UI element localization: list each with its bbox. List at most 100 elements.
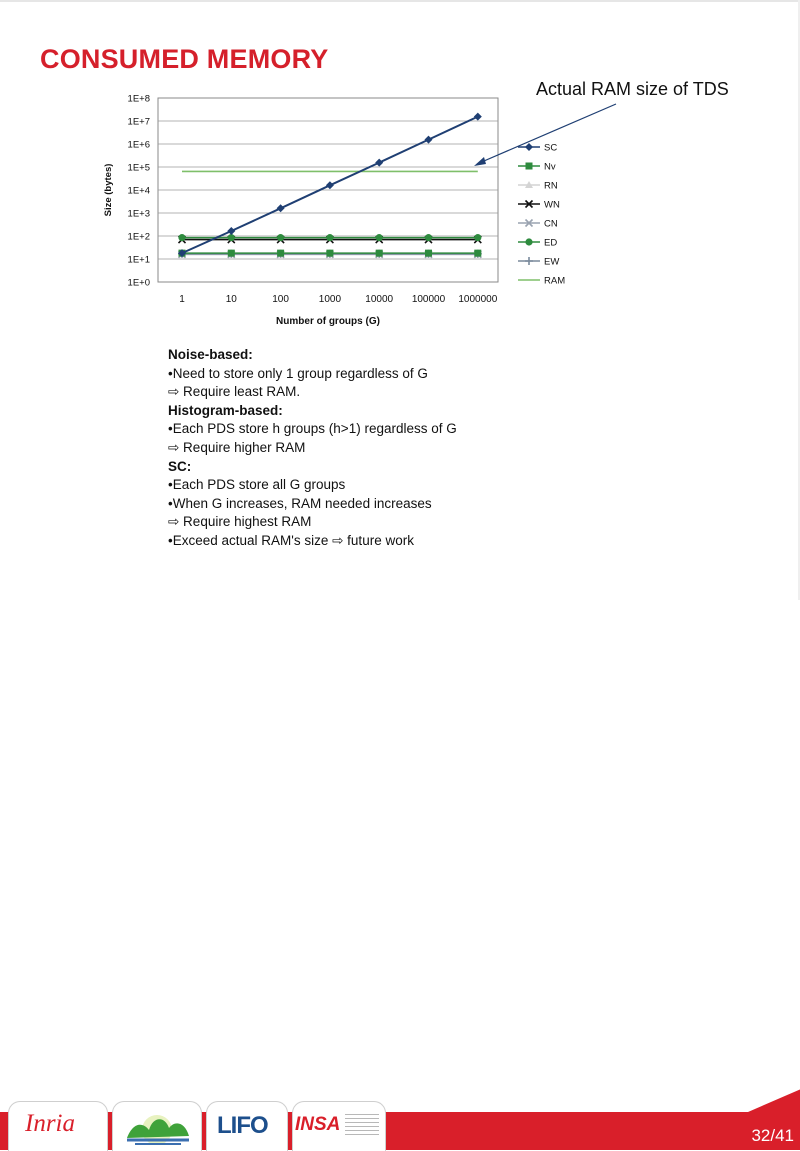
right-rule xyxy=(798,0,800,600)
y-tick-label: 1E+3 xyxy=(128,209,150,220)
series-sc-point-shape xyxy=(325,181,334,190)
notes-line: •Each PDS store h groups (h>1) regardles… xyxy=(168,421,457,437)
notes-line: •Exceed actual RAM's size ⇨ future work xyxy=(168,532,414,548)
series-ed-point xyxy=(375,234,383,242)
series-nv-point xyxy=(326,249,334,257)
series-sc-point-shape xyxy=(276,204,285,213)
legend-ew-label: EW xyxy=(544,257,559,268)
legend-wn-marker-shape xyxy=(524,199,534,209)
x-tick-label: 10000 xyxy=(365,294,393,305)
series-nv-point-shape xyxy=(474,249,482,257)
legend-nv-label: Nv xyxy=(544,162,556,173)
legend-cn-marker xyxy=(524,218,534,228)
legend-cn-label: CN xyxy=(544,219,558,230)
landscape-logo xyxy=(127,1115,189,1145)
legend-ed-marker xyxy=(525,238,533,246)
y-tick-label: 1E+6 xyxy=(128,140,150,151)
series-nv-point xyxy=(375,249,383,257)
series-sc-point-shape xyxy=(178,249,186,258)
notes-heading: SC: xyxy=(168,458,192,474)
x-tick-label: 100000 xyxy=(412,294,446,305)
notes-line: ⇨ Require higher RAM xyxy=(168,439,306,455)
notes-block: Noise-based: •Need to store only 1 group … xyxy=(168,346,548,551)
x-tick-label: 1000000 xyxy=(458,294,497,305)
annotation-arrow xyxy=(476,103,617,165)
series-sc-point xyxy=(473,112,482,121)
annotation-arrowhead xyxy=(474,157,486,166)
lifo-logo-card: LIFO xyxy=(206,1101,288,1151)
series-ed-point xyxy=(227,234,235,242)
legend-sc-label: SC xyxy=(544,143,557,154)
corner-wedge xyxy=(748,1089,800,1126)
series-sc-point-shape xyxy=(424,135,433,144)
series-ed-point-shape xyxy=(277,234,285,242)
series-ed-point xyxy=(474,234,482,242)
y-tick-label: 1E+8 xyxy=(128,94,150,105)
series-sc-point xyxy=(276,204,285,213)
series-nv-point xyxy=(277,249,285,257)
slide-title: CONSUMED MEMORY xyxy=(40,44,329,74)
series-ed-point xyxy=(178,234,186,242)
x-tick-label: 100 xyxy=(272,294,289,305)
series-sc-point xyxy=(375,158,384,167)
series-nv-point-shape xyxy=(277,249,285,257)
inria-logo-card: Inria xyxy=(8,1101,108,1151)
series-ed-point-shape xyxy=(326,234,334,242)
legend-rn-marker xyxy=(525,181,533,188)
y-tick-label: 1E+0 xyxy=(128,278,150,289)
series-ed-point-shape xyxy=(375,234,383,242)
series-sc-point xyxy=(178,249,186,258)
series-sc-point-shape xyxy=(473,112,482,121)
series-nv-point-shape xyxy=(375,249,383,257)
legend-ed-label: ED xyxy=(544,238,557,249)
y-tick-label: 1E+4 xyxy=(128,186,150,197)
inria-logo: Inria xyxy=(25,1110,75,1137)
legend-wn-label: WN xyxy=(544,200,560,211)
legend-rn-label: RN xyxy=(544,181,558,192)
series-sc-point xyxy=(325,181,334,190)
legend-sc-marker-shape xyxy=(525,143,533,151)
series-ed-point xyxy=(424,234,433,242)
landscape-logo-card xyxy=(112,1101,202,1151)
notes-line: ⇨ Require highest RAM xyxy=(168,514,312,530)
series-ed-point-shape xyxy=(227,234,235,242)
legend-ew-marker-shape xyxy=(525,257,533,265)
series-nv-point xyxy=(474,249,482,257)
series-ed-point-shape xyxy=(424,234,433,242)
series-ed-point-shape xyxy=(474,234,482,242)
y-tick-label: 1E+1 xyxy=(128,255,150,266)
x-tick-label: 1 xyxy=(179,294,185,305)
y-tick-label: 1E+2 xyxy=(128,232,150,243)
insa-logo-subtext xyxy=(345,1114,379,1136)
series-ed-point xyxy=(277,234,285,242)
y-tick-label: 1E+5 xyxy=(128,163,150,174)
lifo-logo: LIFO xyxy=(217,1112,269,1139)
series-nv-point-shape xyxy=(425,249,432,257)
x-tick-label: 10 xyxy=(226,294,238,305)
notes-line: •When G increases, RAM needed increases xyxy=(168,495,432,511)
series-ed-point xyxy=(326,234,334,242)
series-sc-point xyxy=(227,226,236,235)
footer: Inria LIFO INSA 32/41 xyxy=(0,550,800,1151)
legend-ed-marker-shape xyxy=(525,238,533,246)
insa-logo-card: INSA xyxy=(292,1101,386,1151)
notes-line: ⇨ Require least RAM. xyxy=(168,384,301,400)
x-axis-title: Number of groups (G) xyxy=(276,316,380,327)
series-nv-point-shape xyxy=(326,249,334,257)
page-number: 32/41 xyxy=(751,1126,794,1145)
legend-wn-marker xyxy=(524,199,534,209)
legend-ew-marker xyxy=(525,257,533,265)
x-tick-label: 1000 xyxy=(319,294,342,305)
series-sc-point-shape xyxy=(227,226,236,235)
notes-heading: Noise-based: xyxy=(168,347,253,362)
series-sc-point-shape xyxy=(375,158,384,167)
series-ed-point-shape xyxy=(178,234,186,242)
legend-rn-marker-shape xyxy=(525,181,533,188)
legend-nv-marker xyxy=(525,162,533,170)
notes-heading: Histogram-based: xyxy=(168,402,283,418)
memory-chart: 1E+0 1E+1 1E+2 1E+3 1E+4 1E+5 1E+6 1E+7 1E+8 1 10 1… xyxy=(103,94,617,327)
series-sc-point xyxy=(424,135,433,144)
legend-nv-marker-shape xyxy=(525,162,533,170)
notes-line: •Each PDS store all G groups xyxy=(168,477,346,493)
series-nv-point xyxy=(227,249,235,257)
